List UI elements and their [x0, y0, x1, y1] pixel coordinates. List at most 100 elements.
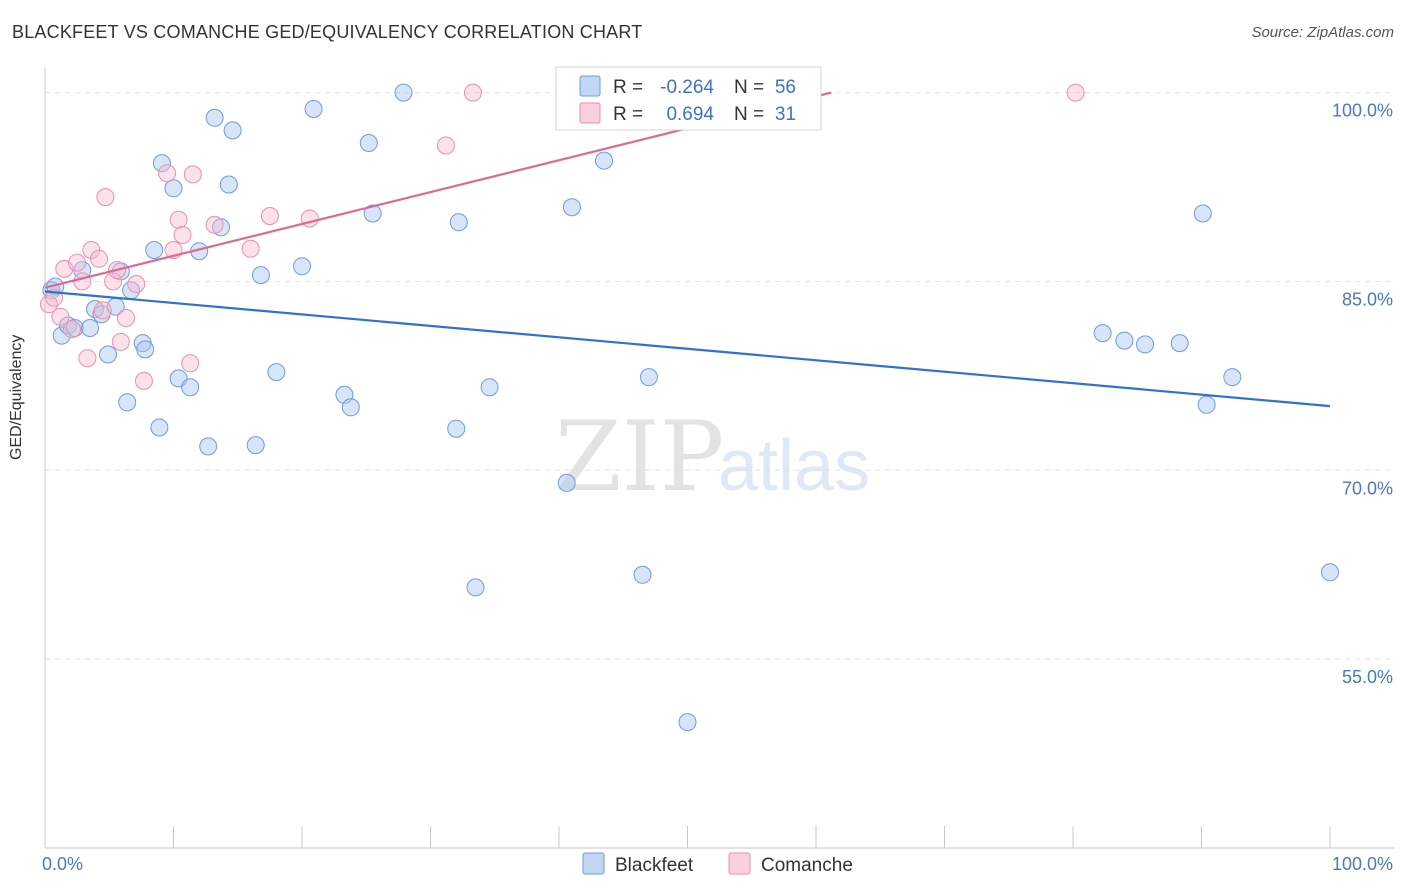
point-blackfeet-9 — [99, 345, 117, 364]
legend-n-label-blackfeet: N = — [734, 77, 764, 98]
point-blackfeet-53 — [1197, 395, 1216, 414]
point-comanche-29 — [463, 83, 482, 102]
point-blackfeet-28 — [246, 436, 265, 455]
grid — [45, 92, 1395, 660]
trend-line-blackfeet — [44, 290, 1331, 408]
point-comanche-21 — [173, 225, 192, 244]
correlation-legend: R = -0.264 N = 56 R = 0.694 N = 31 — [555, 66, 822, 131]
point-blackfeet-18 — [152, 154, 171, 173]
point-blackfeet-43 — [562, 198, 581, 217]
legend-r-label-blackfeet: R = — [613, 77, 643, 98]
point-blackfeet-15 — [136, 340, 155, 359]
point-blackfeet-40 — [466, 578, 485, 597]
point-blackfeet-46 — [639, 368, 658, 387]
point-comanche-6 — [73, 272, 92, 291]
point-comanche-25 — [241, 239, 260, 258]
point-comanche-20 — [169, 210, 188, 229]
watermark: ZIP atlas — [555, 401, 870, 513]
series-legend: Blackfeet Comanche — [582, 852, 853, 876]
point-comanche-28 — [436, 136, 455, 155]
point-blackfeet-37 — [394, 83, 413, 102]
point-blackfeet-50 — [1136, 335, 1154, 354]
point-blackfeet-42 — [557, 473, 576, 492]
point-comanche-5 — [68, 253, 87, 272]
y-tick-label-1: 85.0% — [1342, 289, 1393, 309]
legend-swatch-blackfeet — [579, 75, 601, 97]
y-tick-label-3: 55.0% — [1342, 667, 1393, 687]
point-blackfeet-32 — [304, 100, 323, 118]
point-comanche-4 — [63, 320, 81, 339]
point-blackfeet-52 — [1193, 204, 1212, 223]
legend-r-value-blackfeet: -0.264 — [660, 77, 714, 98]
point-comanche-22 — [181, 354, 200, 373]
point-blackfeet-24 — [205, 108, 224, 127]
point-comanche-15 — [117, 309, 135, 327]
point-comanche-30 — [1066, 83, 1085, 102]
point-blackfeet-6 — [81, 319, 99, 337]
point-blackfeet-26 — [219, 175, 238, 194]
point-blackfeet-17 — [150, 418, 169, 437]
point-blackfeet-48 — [1093, 324, 1112, 343]
point-comanche-24 — [205, 215, 224, 234]
point-comanche-14 — [111, 332, 130, 351]
point-blackfeet-41 — [480, 378, 499, 397]
y-tick-label-2: 70.0% — [1342, 478, 1393, 498]
chart-title: BLACKFEET VS COMANCHE GED/EQUIVALENCY CO… — [12, 22, 643, 42]
point-blackfeet-27 — [223, 121, 242, 140]
y-tick-label-0: 100.0% — [1332, 101, 1393, 121]
series-legend-swatch-blackfeet — [582, 852, 605, 875]
series-legend-label-comanche: Comanche — [761, 855, 853, 876]
x-tick-labels: 0.0% 100.0% — [42, 854, 1393, 874]
point-comanche-12 — [104, 272, 123, 291]
point-blackfeet-39 — [449, 213, 468, 232]
point-blackfeet-30 — [267, 363, 286, 382]
legend-r-value-comanche: 0.694 — [666, 104, 714, 125]
point-blackfeet-29 — [251, 266, 270, 285]
point-blackfeet-36 — [363, 204, 382, 223]
point-blackfeet-35 — [359, 134, 378, 152]
legend-n-label-comanche: N = — [734, 104, 764, 125]
point-blackfeet-55 — [1321, 563, 1339, 582]
point-blackfeet-19 — [164, 179, 183, 198]
trend-lines — [44, 91, 1331, 408]
point-blackfeet-12 — [118, 393, 137, 412]
point-blackfeet-31 — [293, 257, 311, 276]
point-blackfeet-34 — [341, 398, 360, 417]
point-blackfeet-38 — [447, 419, 466, 438]
point-blackfeet-47 — [678, 713, 697, 732]
point-comanche-10 — [93, 301, 112, 320]
point-blackfeet-44 — [595, 151, 613, 170]
point-blackfeet-51 — [1170, 334, 1189, 353]
point-comanche-9 — [90, 249, 108, 268]
legend-r-label-comanche: R = — [613, 104, 643, 125]
legend-n-value-blackfeet: 56 — [775, 77, 796, 98]
x-tick-label-right: 100.0% — [1332, 854, 1393, 874]
data-points — [39, 83, 1339, 732]
chart-source: Source: ZipAtlas.com — [1251, 24, 1394, 41]
point-comanche-11 — [96, 188, 115, 207]
series-legend-swatch-comanche — [728, 852, 751, 875]
point-blackfeet-21 — [181, 378, 200, 397]
point-blackfeet-23 — [199, 437, 218, 456]
point-blackfeet-49 — [1115, 331, 1134, 350]
legend-swatch-comanche — [579, 102, 601, 124]
legend-n-value-comanche: 31 — [775, 104, 796, 125]
watermark-atlas: atlas — [718, 426, 870, 506]
point-blackfeet-45 — [633, 565, 652, 584]
point-comanche-17 — [134, 371, 153, 390]
point-comanche-18 — [158, 164, 177, 183]
x-tick-label-left: 0.0% — [42, 854, 83, 874]
y-tick-labels: 100.0% 85.0% 70.0% 55.0% — [1332, 101, 1393, 688]
watermark-zip: ZIP — [555, 401, 724, 513]
point-comanche-23 — [183, 165, 202, 184]
series-legend-label-blackfeet: Blackfeet — [615, 855, 694, 876]
axes — [44, 68, 1395, 849]
point-blackfeet-16 — [145, 241, 164, 259]
point-comanche-16 — [127, 275, 146, 293]
point-blackfeet-54 — [1223, 368, 1242, 387]
point-comanche-26 — [260, 207, 279, 225]
point-comanche-7 — [78, 349, 97, 368]
point-comanche-2 — [51, 307, 70, 326]
